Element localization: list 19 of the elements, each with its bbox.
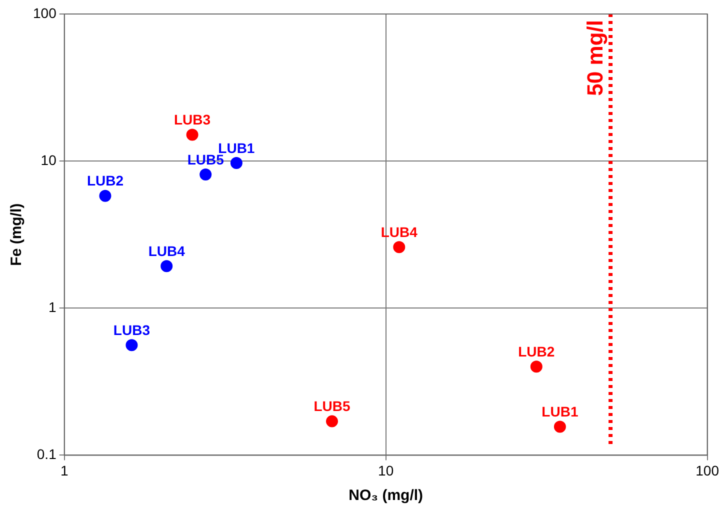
y-tick-label: 10 <box>40 152 57 168</box>
x-tick-label: 10 <box>378 462 394 478</box>
data-label: LUB1 <box>218 140 255 156</box>
ref-line-label: 50 mg/l <box>582 20 608 96</box>
data-label: LUB1 <box>542 404 578 420</box>
x-axis-title: NO₃ (mg/l) <box>348 487 424 504</box>
data-label: LUB3 <box>113 322 150 338</box>
y-axis-title: Fe (mg/l) <box>8 203 26 266</box>
data-label: LUB3 <box>174 112 211 128</box>
data-label: LUB4 <box>148 242 186 259</box>
data-label: LUB5 <box>314 398 350 414</box>
x-tick-label: 100 <box>696 462 720 478</box>
y-tick-label: 100 <box>33 4 57 21</box>
y-tick-label: 0.1 <box>36 446 57 462</box>
y-tick-label: 1 <box>48 298 57 315</box>
data-label: LUB2 <box>86 172 124 189</box>
data-label: LUB2 <box>518 344 555 360</box>
data-label: LUB4 <box>380 224 418 240</box>
x-tick-label: 1 <box>60 462 68 478</box>
